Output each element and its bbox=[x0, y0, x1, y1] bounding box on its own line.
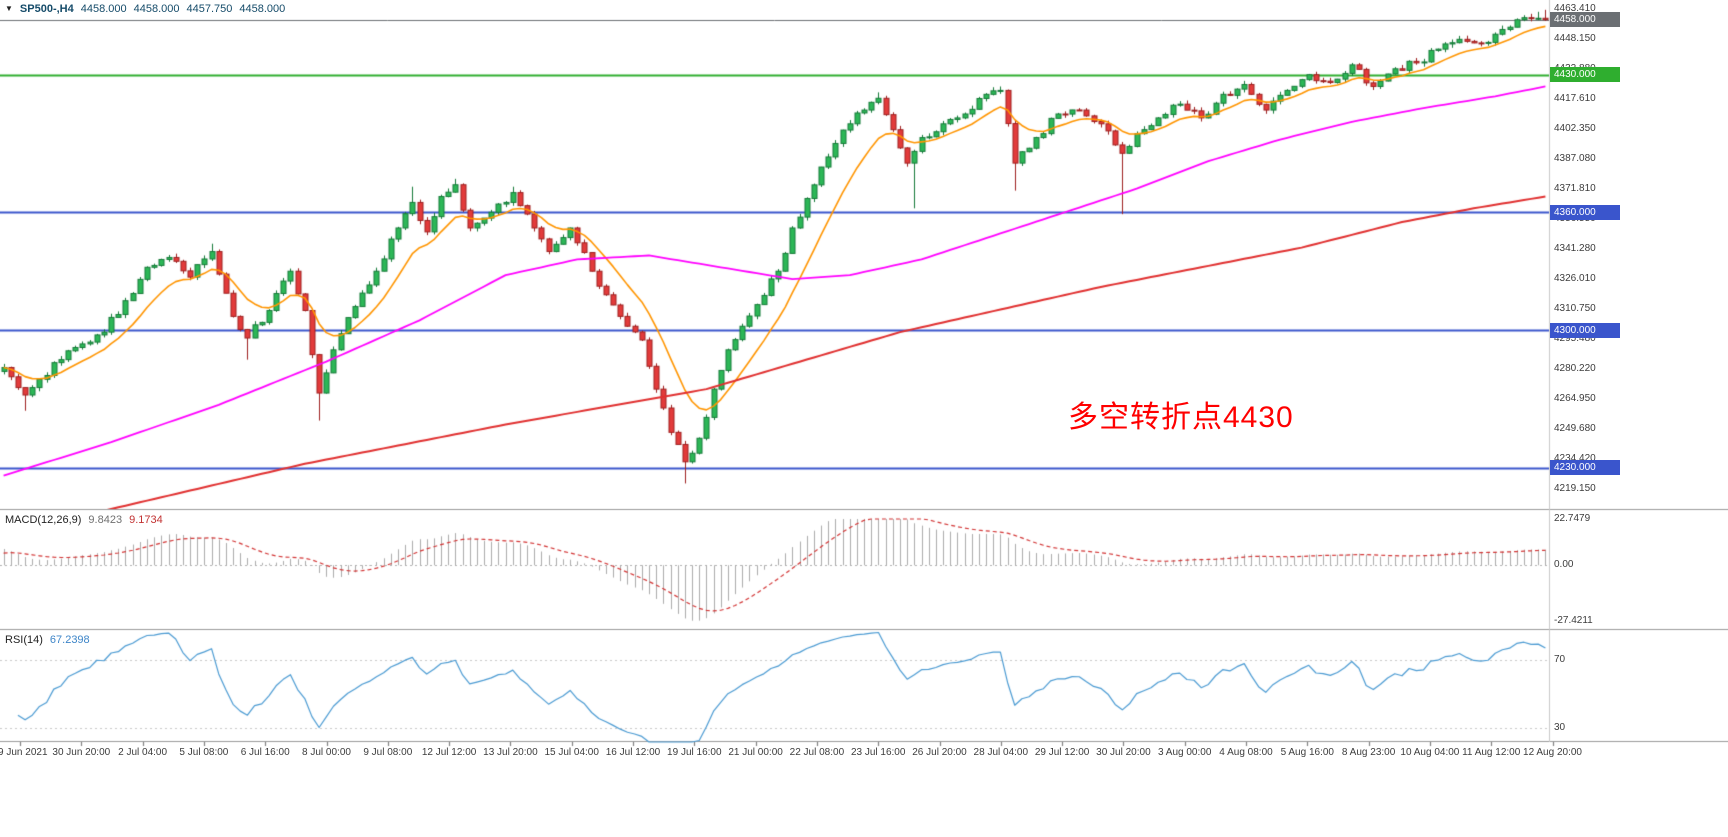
time-axis-label: 12 Aug 20:00 bbox=[1523, 747, 1582, 758]
macd-main-value: 9.8423 bbox=[88, 514, 123, 526]
ohlc-low: 4457.750 bbox=[186, 3, 233, 15]
price-line-box: 4430.000 bbox=[1550, 67, 1620, 83]
price-line-box: 4230.000 bbox=[1550, 460, 1620, 476]
time-axis-label: 22 Jul 08:00 bbox=[789, 747, 845, 758]
macd-axis-label: 22.7479 bbox=[1554, 513, 1591, 524]
annotation-text[interactable]: 多空转折点4430 bbox=[1068, 401, 1294, 434]
price-axis-label: 4463.410 bbox=[1554, 3, 1596, 15]
price-line-box: 4458.000 bbox=[1550, 12, 1620, 28]
price-axis-label: 4371.810 bbox=[1554, 183, 1596, 195]
macd-axis-label: 0.00 bbox=[1554, 559, 1574, 571]
time-axis-label: 15 Jul 04:00 bbox=[544, 747, 599, 758]
ohlc-open: 4458.000 bbox=[80, 3, 127, 15]
rsi-axis-label: 70 bbox=[1554, 654, 1566, 666]
price-axis-label: 4341.280 bbox=[1554, 243, 1596, 255]
time-axis-label: 30 Jul 20:00 bbox=[1096, 747, 1151, 758]
time-axis-label: 9 Jul 08:00 bbox=[363, 747, 413, 758]
time-axis-label: 2 Jul 04:00 bbox=[118, 747, 168, 758]
time-axis-label: 26 Jul 20:00 bbox=[912, 747, 967, 758]
price-axis-label: 4249.680 bbox=[1554, 423, 1596, 435]
price-line-box: 4360.000 bbox=[1550, 204, 1620, 220]
price-axis-label: 4326.010 bbox=[1554, 273, 1596, 285]
time-axis-label: 4 Aug 08:00 bbox=[1219, 747, 1273, 758]
price-axis-label: 4310.750 bbox=[1554, 303, 1596, 315]
time-axis-label: 8 Aug 23:00 bbox=[1341, 747, 1396, 758]
time-axis-label: 6 Jul 16:00 bbox=[240, 747, 290, 758]
time-axis-label: 13 Jul 20:00 bbox=[483, 747, 538, 758]
time-axis-label: 5 Jul 08:00 bbox=[179, 747, 229, 758]
time-axis-label: 11 Aug 12:00 bbox=[1462, 747, 1521, 758]
rsi-axis-label: 30 bbox=[1554, 722, 1566, 734]
price-axis-label: 4264.950 bbox=[1554, 393, 1596, 405]
ohlc-high: 4458.000 bbox=[133, 3, 180, 15]
price-axis-label: 4219.150 bbox=[1554, 483, 1596, 495]
time-axis-label: 29 Jun 2021 bbox=[0, 747, 48, 758]
macd-axis-label: -27.4211 bbox=[1554, 615, 1593, 626]
time-axis-label: 30 Jun 20:00 bbox=[52, 747, 111, 758]
macd-pane-label: MACD(12,26,9) 9.8423 9.1734 bbox=[5, 514, 163, 526]
time-axis-label: 16 Jul 12:00 bbox=[605, 747, 661, 758]
time-axis-label: 19 Jul 16:00 bbox=[667, 747, 722, 758]
price-axis-label: 4387.080 bbox=[1554, 153, 1596, 165]
chart-header: ▼ SP500-,H4 4458.000 4458.000 4457.750 4… bbox=[5, 3, 285, 15]
rsi-label: RSI(14) bbox=[5, 634, 43, 646]
time-axis-label: 8 Jul 00:00 bbox=[302, 747, 351, 758]
time-axis-label: 23 Jul 16:00 bbox=[850, 747, 906, 758]
macd-signal-value: 9.1734 bbox=[129, 514, 163, 526]
time-axis-label: 28 Jul 04:00 bbox=[973, 747, 1029, 758]
time-axis-label: 5 Aug 16:00 bbox=[1280, 747, 1334, 758]
rsi-pane-label: RSI(14) 67.2398 bbox=[5, 634, 90, 646]
price-line-box: 4300.000 bbox=[1550, 322, 1620, 338]
price-axis-label: 4417.610 bbox=[1554, 93, 1596, 105]
time-axis-label: 29 Jul 12:00 bbox=[1034, 747, 1090, 758]
rsi-value: 67.2398 bbox=[49, 634, 90, 646]
time-axis-label: 3 Aug 00:00 bbox=[1157, 747, 1212, 758]
price-axis-label: 4448.150 bbox=[1554, 33, 1596, 44]
time-axis-label: 21 Jul 00:00 bbox=[728, 747, 783, 758]
ohlc-close: 4458.000 bbox=[239, 3, 286, 15]
macd-label: MACD(12,26,9) bbox=[5, 514, 82, 526]
price-axis-label: 4402.350 bbox=[1554, 123, 1596, 135]
time-axis-label: 12 Jul 12:00 bbox=[421, 747, 477, 758]
symbol-dropdown-icon[interactable]: ▼ bbox=[5, 4, 13, 13]
time-axis-label: 10 Aug 04:00 bbox=[1400, 747, 1460, 758]
price-axis-label: 4234.420 bbox=[1554, 453, 1596, 465]
symbol-period-label: SP500-,H4 bbox=[19, 3, 74, 15]
price-axis-label: 4295.480 bbox=[1554, 333, 1596, 345]
price-axis-label: 4280.220 bbox=[1554, 363, 1596, 375]
